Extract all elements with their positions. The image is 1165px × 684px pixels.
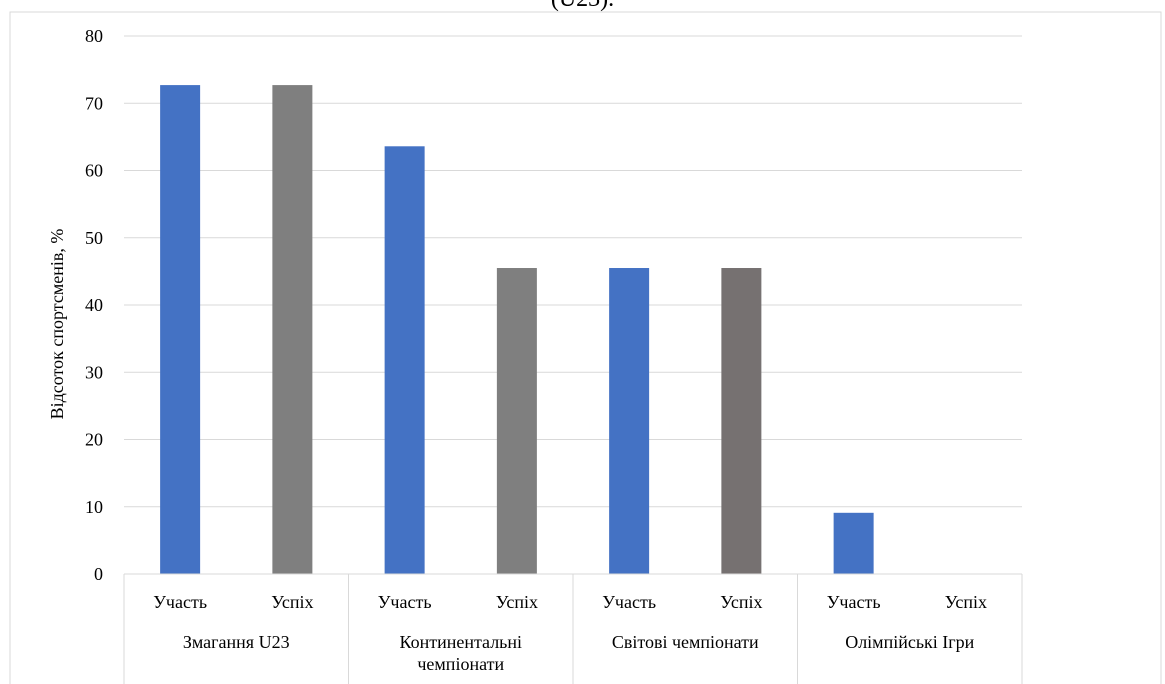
- gridlines: [124, 35, 1022, 575]
- chart-title-fragment: (U23).: [0, 0, 1165, 13]
- y-axis-label: Відсоток спортсменів, %: [47, 229, 67, 420]
- y-tick-label: 80: [85, 26, 103, 46]
- group-label: Світові чемпіонати: [612, 632, 759, 652]
- chart-frame: [9, 11, 1162, 684]
- group-label: Континентальні: [399, 632, 522, 652]
- chart-border: [9, 11, 1162, 684]
- y-tick-label: 30: [85, 362, 103, 382]
- bar: [609, 268, 650, 574]
- x-tick-label: Успіх: [945, 592, 987, 612]
- x-tick-label: Успіх: [496, 592, 538, 612]
- x-tick-label: Успіх: [720, 592, 762, 612]
- x-tick-label: Успіх: [271, 592, 313, 612]
- y-tick-label: 10: [85, 497, 103, 517]
- bar: [496, 268, 537, 574]
- y-tick-label: 0: [94, 564, 103, 584]
- y-tick-label: 70: [85, 93, 103, 113]
- bar: [272, 85, 313, 574]
- bar: [160, 85, 201, 574]
- bar: [721, 268, 762, 574]
- group-label: Змагання U23: [183, 632, 290, 652]
- y-axis-ticks: 0 10 20 30 40 50 60 70 80: [85, 26, 103, 584]
- x-tick-label: Участь: [378, 592, 432, 612]
- y-tick-label: 50: [85, 228, 103, 248]
- x-tick-label: Участь: [602, 592, 656, 612]
- group-label: Олімпійські Ігри: [845, 632, 974, 652]
- x-axis: Участь Успіх Змагання U23 Участь Успіх Контин…: [123, 573, 1023, 684]
- bar: [833, 512, 874, 574]
- y-tick-label: 40: [85, 295, 103, 315]
- bars: [160, 85, 874, 575]
- x-tick-label: Участь: [153, 592, 207, 612]
- y-tick-label: 20: [85, 430, 103, 450]
- y-tick-label: 60: [85, 161, 103, 181]
- bar: [384, 146, 425, 575]
- x-tick-label: Участь: [827, 592, 881, 612]
- group-label: чемпіонати: [417, 654, 504, 674]
